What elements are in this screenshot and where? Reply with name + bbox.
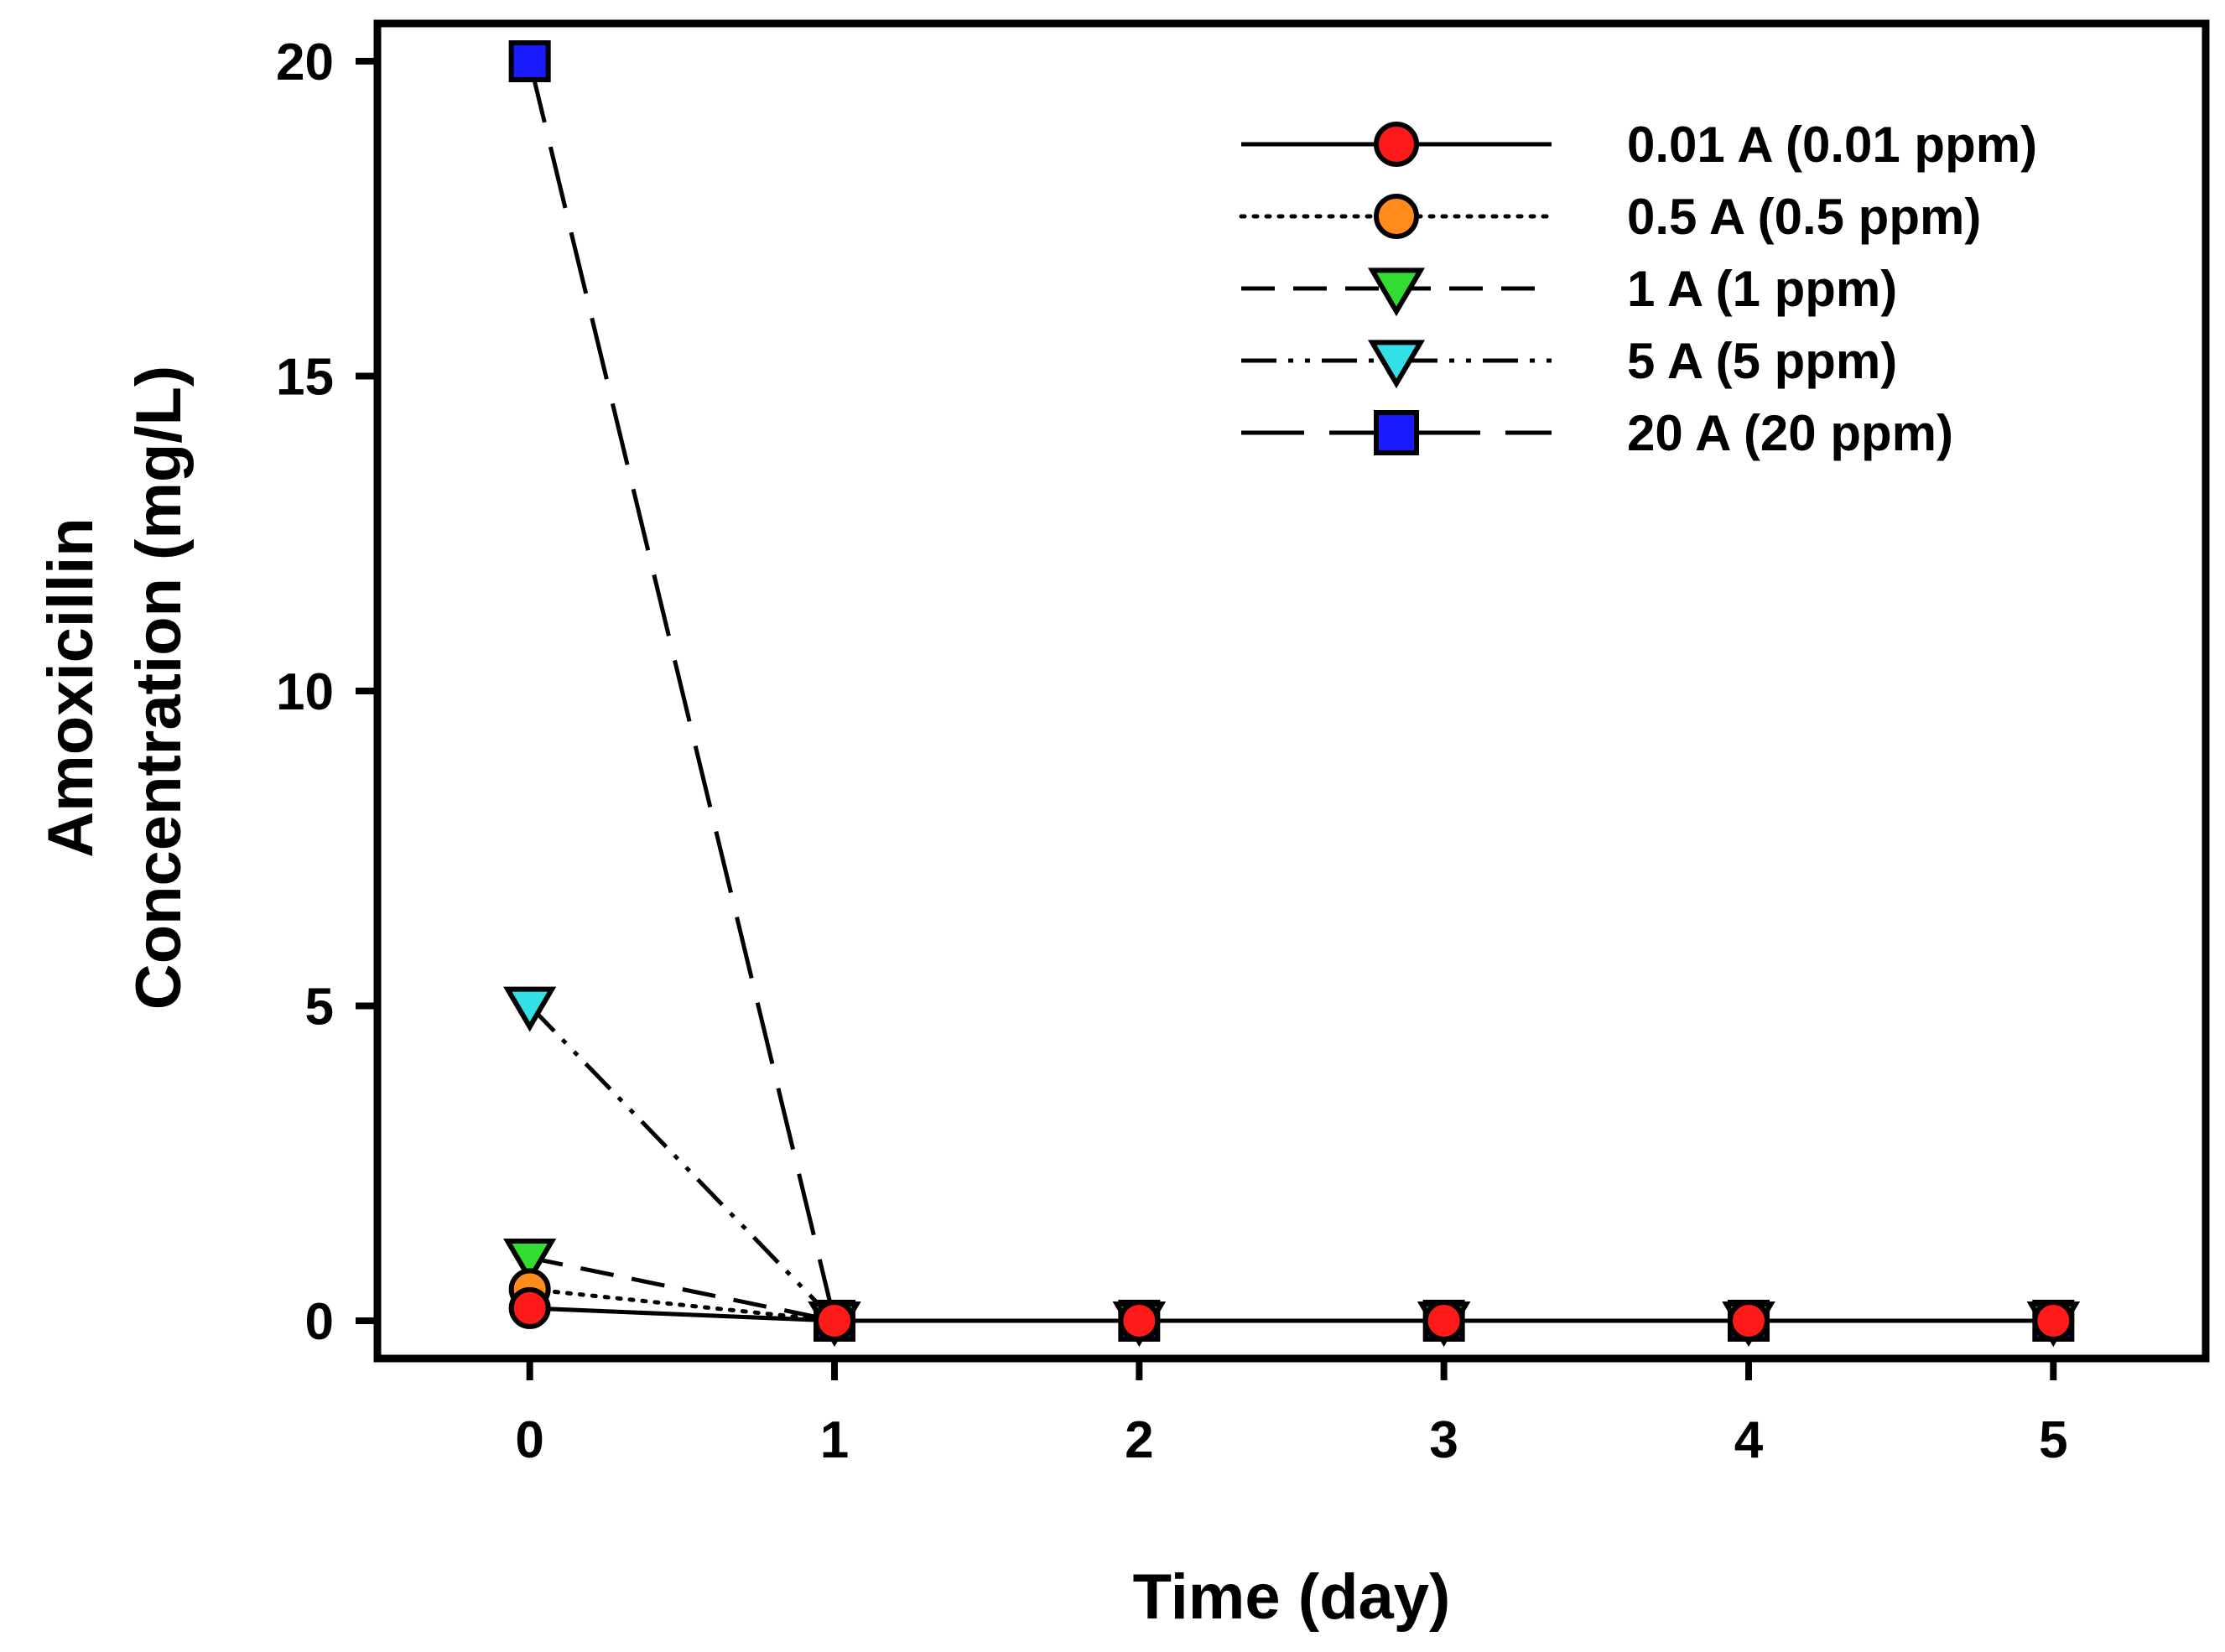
legend-label: 20 A (20 ppm) bbox=[1627, 405, 1953, 461]
legend-label: 5 A (5 ppm) bbox=[1627, 333, 1897, 389]
x-tick-label: 0 bbox=[515, 1411, 543, 1469]
legend-marker bbox=[1367, 340, 1426, 389]
data-point bbox=[1118, 1299, 1161, 1342]
x-tick-label: 1 bbox=[820, 1411, 849, 1469]
x-axis-label: Time (day) bbox=[1133, 1561, 1451, 1633]
legend-marker bbox=[1374, 194, 1419, 239]
x-tick-label: 4 bbox=[1734, 1411, 1764, 1469]
y-axis-label-line-2: Concentration (mg/L) bbox=[123, 366, 195, 1010]
data-point bbox=[508, 1286, 551, 1329]
legend-label: 0.5 A (0.5 ppm) bbox=[1627, 189, 1981, 245]
legend-marker bbox=[1374, 410, 1419, 455]
x-tick-label: 2 bbox=[1125, 1411, 1153, 1469]
legend: 0.01 A (0.01 ppm) 0.5 A (0.5 ppm) 1 A (1 p… bbox=[1239, 117, 2037, 461]
series-lines bbox=[528, 60, 2056, 1323]
y-tick-label: 20 bbox=[276, 34, 334, 91]
data-point bbox=[1422, 1299, 1465, 1342]
data-point bbox=[814, 1299, 855, 1342]
y-tick-label: 10 bbox=[276, 663, 334, 721]
legend-marker bbox=[1374, 122, 1419, 167]
data-point bbox=[503, 1239, 557, 1284]
data-point bbox=[1728, 1299, 1770, 1342]
legend-label: 0.01 A (0.01 ppm) bbox=[1627, 117, 2037, 173]
y-axis-label-line-1: Amoxicillin bbox=[35, 517, 107, 857]
legend-label: 1 A (1 ppm) bbox=[1627, 261, 1897, 317]
y-tick-label: 0 bbox=[305, 1293, 334, 1351]
data-point bbox=[508, 40, 551, 83]
legend-marker bbox=[1367, 268, 1426, 317]
series-markers bbox=[503, 40, 2080, 1347]
data-point bbox=[2032, 1299, 2075, 1342]
series-line bbox=[529, 1306, 2054, 1323]
data-point bbox=[503, 986, 557, 1032]
y-axis-label: Amoxicillin Concentration (mg/L) bbox=[35, 366, 195, 1010]
x-tick-label: 5 bbox=[2039, 1411, 2067, 1469]
y-tick-label: 15 bbox=[276, 349, 334, 407]
x-tick-label: 3 bbox=[1429, 1411, 1458, 1469]
y-tick-label: 5 bbox=[305, 978, 334, 1036]
axis-ticks: 0 1 2 3 4 5 0 5 10 15 20 bbox=[276, 34, 2068, 1469]
